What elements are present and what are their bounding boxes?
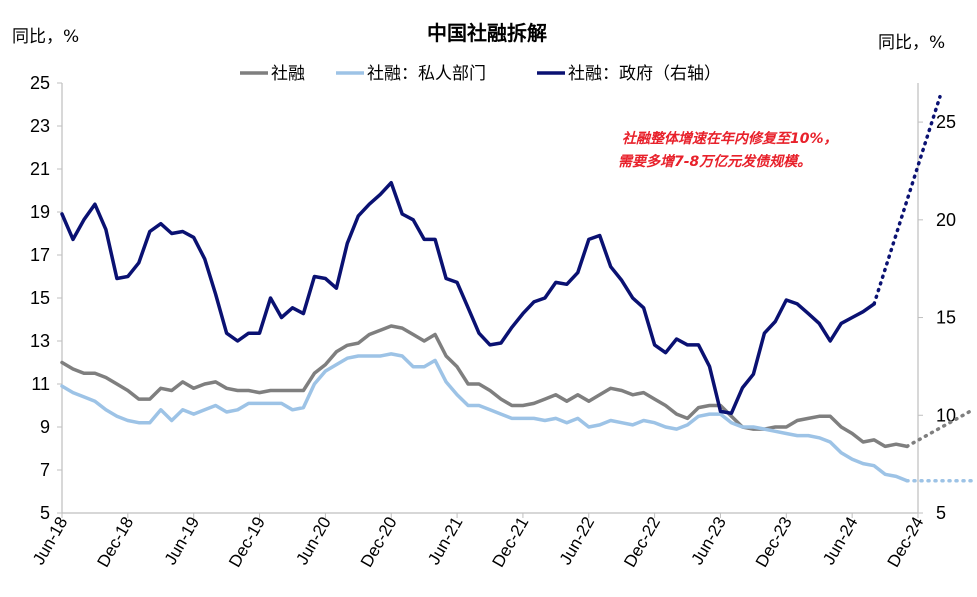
x-tick-label: Dec-22	[620, 514, 664, 571]
x-tick-label: Jun-18	[29, 514, 71, 569]
left-tick-label: 25	[30, 73, 50, 93]
x-tick-label: Dec-18	[93, 514, 137, 571]
legend-label-total: 社融	[271, 64, 305, 84]
legend: 社融 社融：私人部门 社融：政府（右轴）	[240, 64, 721, 84]
right-tick-label: 5	[936, 503, 946, 523]
series-line-2	[60, 180, 876, 416]
left-tick-label: 5	[40, 503, 50, 523]
right-tick-label: 20	[936, 210, 956, 230]
left-tick-label: 13	[30, 331, 50, 351]
right-tick-label: 10	[936, 405, 956, 425]
left-tick-label: 9	[40, 417, 50, 437]
legend-label-private: 社融：私人部门	[367, 64, 486, 84]
x-tick-label: Jun-22	[556, 514, 598, 569]
x-tick-label: Jun-20	[292, 514, 334, 569]
x-tick-label: Jun-23	[687, 514, 729, 569]
left-tick-label: 19	[30, 202, 50, 222]
x-tick-label: Dec-19	[225, 514, 269, 571]
annotation-line-2: 需要多增7-8万亿元发债规模。	[618, 153, 811, 170]
x-tick-label: Dec-21	[489, 514, 533, 571]
series-projection-0	[905, 408, 975, 449]
legend-label-government: 社融：政府（右轴）	[568, 64, 721, 84]
series-line-0	[60, 324, 909, 449]
series-line-1	[60, 352, 909, 483]
right-axis-unit: 同比，%	[878, 33, 945, 53]
series-layer	[60, 94, 975, 483]
x-tick-label: Jun-24	[819, 514, 861, 569]
left-tick-label: 17	[30, 245, 50, 265]
right-tick-label: 15	[936, 308, 956, 328]
series-projection-2	[872, 94, 942, 306]
x-tick-label: Jun-19	[161, 514, 203, 569]
left-tick-label: 21	[30, 159, 50, 179]
right-tick-label: 25	[936, 112, 956, 132]
x-tick-label: Dec-24	[884, 514, 928, 571]
x-tick-label: Jun-21	[424, 514, 466, 569]
left-tick-label: 7	[40, 460, 50, 480]
chart-title: 中国社融拆解	[427, 21, 547, 45]
left-axis-unit: 同比，%	[12, 27, 79, 47]
x-tick-label: Dec-20	[357, 514, 401, 571]
left-tick-label: 11	[31, 374, 50, 394]
left-tick-label: 23	[30, 116, 50, 136]
x-tick-label: Dec-23	[752, 514, 796, 571]
annotation-line-1: 社融整体增速在年内修复至10%，	[622, 130, 838, 147]
left-tick-label: 15	[30, 288, 50, 308]
